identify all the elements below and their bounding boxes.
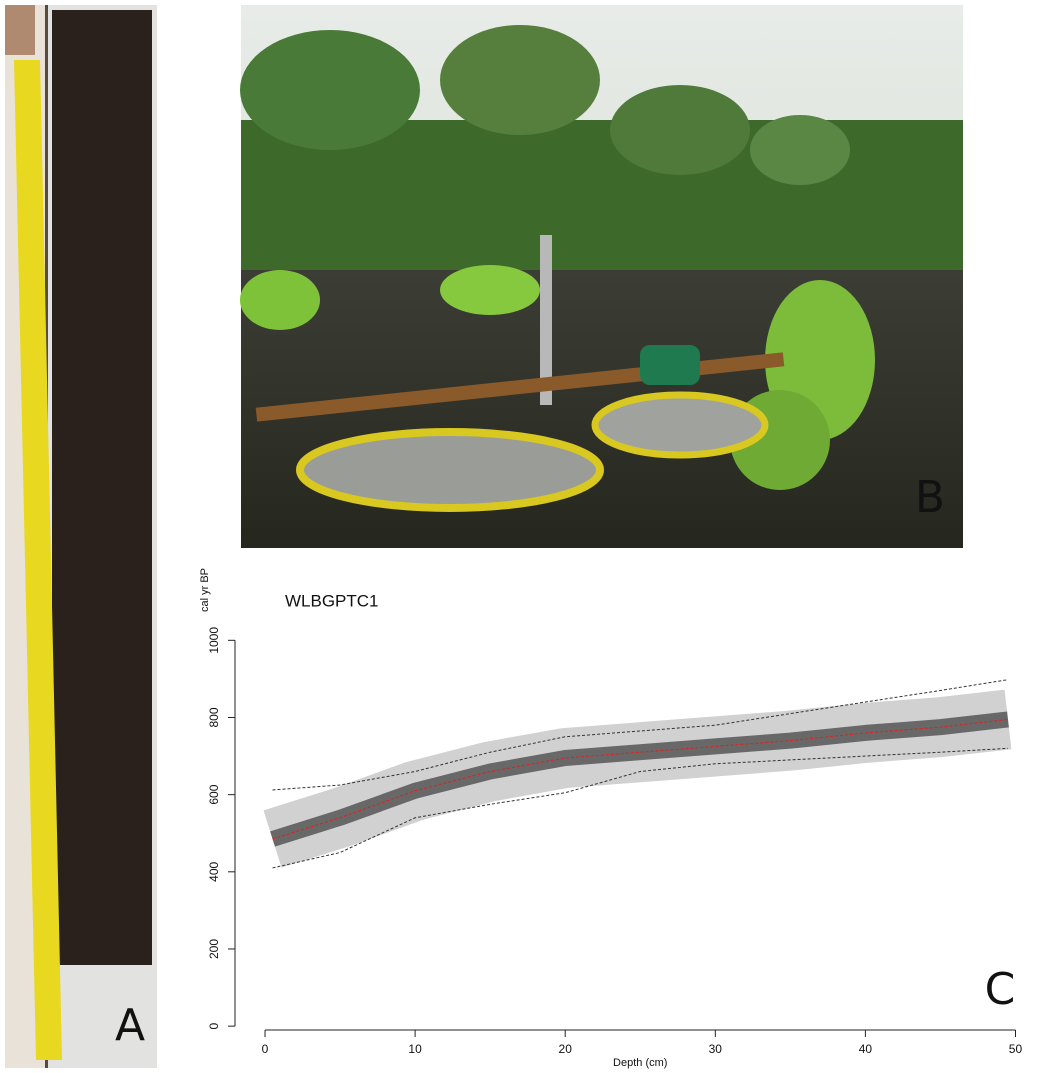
y-tick-label: 600 xyxy=(207,784,221,804)
palm xyxy=(750,115,850,185)
x-tick-label: 50 xyxy=(1009,1042,1023,1056)
panel-label: C xyxy=(985,964,1016,1015)
photo-b: B xyxy=(240,5,963,548)
panel-label: B xyxy=(915,472,945,523)
figure: A B 0 200 400 600 800 1000 0 10 20 30 40 50 Depth (c… xyxy=(0,0,1038,1073)
x-tick-label: 40 xyxy=(859,1042,873,1056)
x-tick-label: 0 xyxy=(262,1042,269,1056)
bag xyxy=(640,345,700,385)
x-tick-label: 20 xyxy=(559,1042,573,1056)
raft xyxy=(595,395,765,455)
palm xyxy=(240,30,420,150)
core xyxy=(52,10,152,965)
x-tick-label: 30 xyxy=(709,1042,723,1056)
y-tick-label: 1000 xyxy=(207,627,221,654)
chart-title: WLBGPTC1 xyxy=(285,591,379,610)
y-tick-label: 800 xyxy=(207,707,221,727)
plant xyxy=(240,270,320,330)
y-tick-label: 0 xyxy=(207,1022,221,1029)
palm xyxy=(610,85,750,175)
panel-label: A xyxy=(115,1000,145,1051)
plant xyxy=(440,265,540,315)
y-tick-label: 200 xyxy=(207,939,221,959)
photo-a: A xyxy=(5,5,157,1068)
finger xyxy=(5,5,35,55)
x-axis-label: Depth (cm) xyxy=(613,1057,667,1069)
x-tick-label: 10 xyxy=(408,1042,422,1056)
y-tick-label: 400 xyxy=(207,861,221,881)
raft xyxy=(300,432,600,508)
palm xyxy=(440,25,600,135)
y-axis-label: cal yr BP xyxy=(199,568,211,612)
page: A B 0 200 400 600 800 1000 0 10 20 30 40 50 Depth (c… xyxy=(0,0,1038,1073)
